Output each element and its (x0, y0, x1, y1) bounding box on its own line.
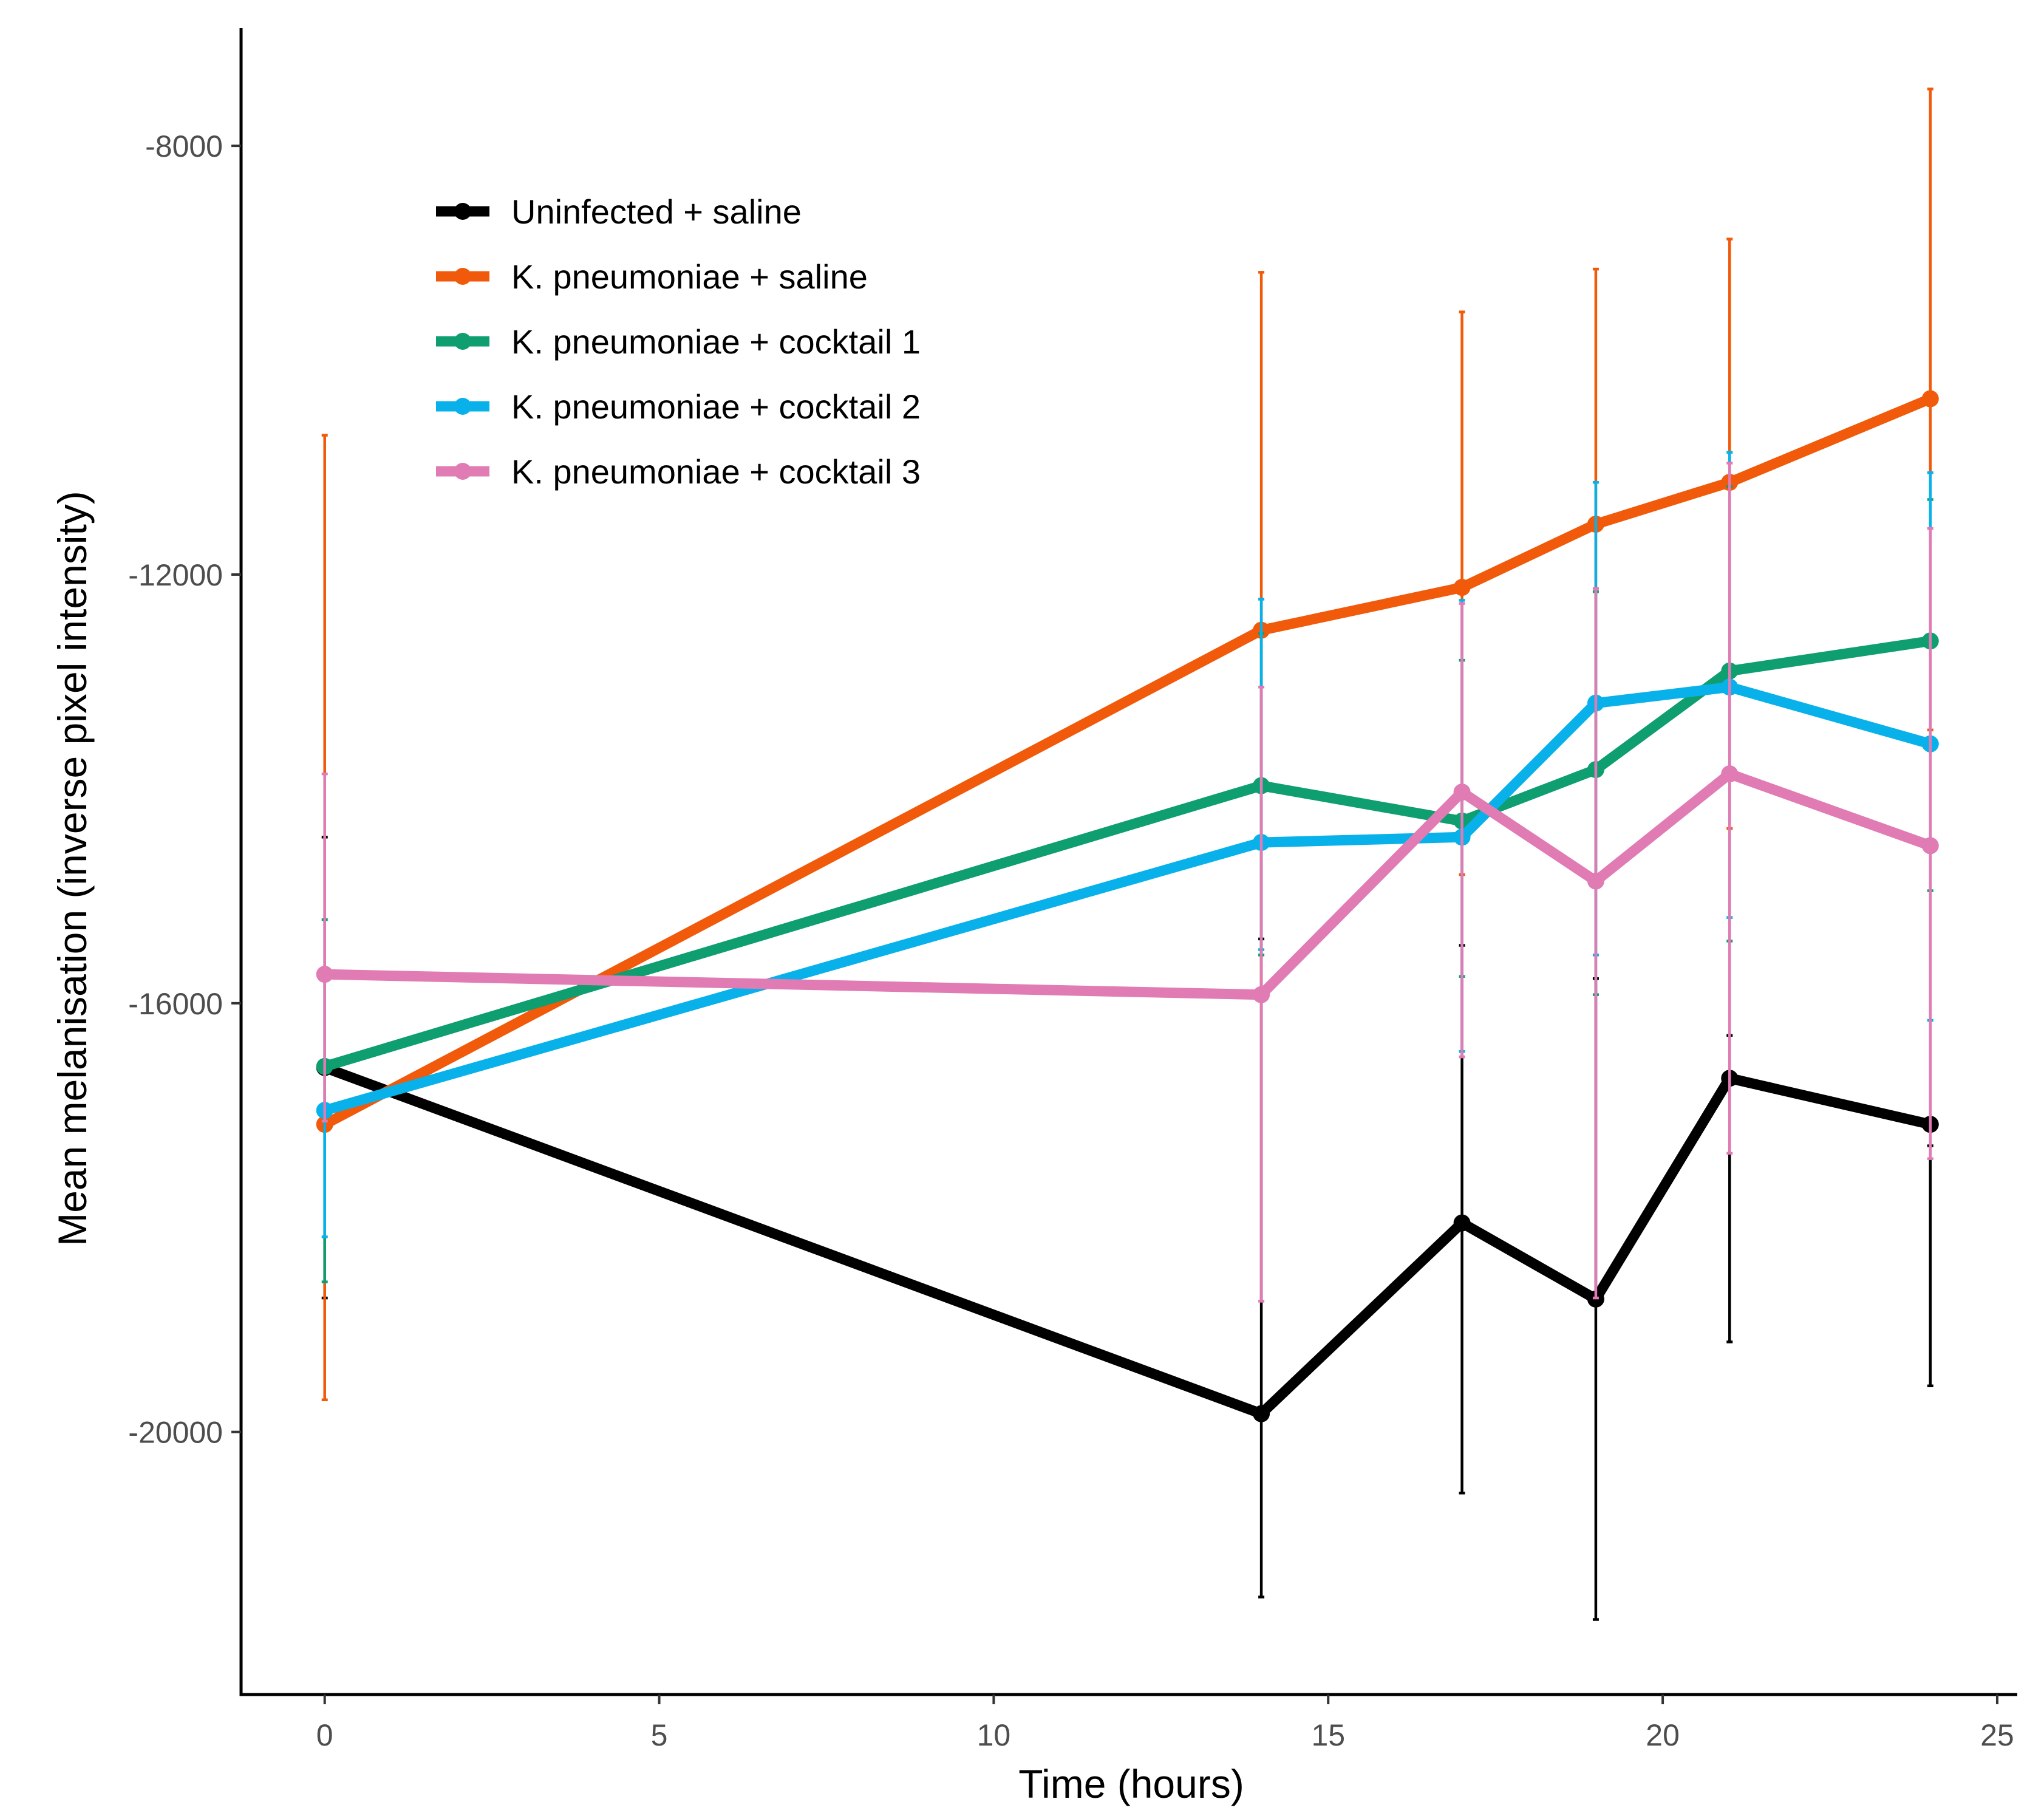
legend-item: Uninfected + saline (436, 193, 802, 231)
data-point (1253, 1405, 1270, 1422)
legend-label: K. pneumoniae + cocktail 1 (511, 323, 921, 361)
legend-item: K. pneumoniae + cocktail 2 (436, 387, 921, 426)
data-point (1921, 390, 1939, 408)
legend-key-point (454, 463, 471, 480)
data-point (1453, 783, 1471, 801)
series-line (322, 394, 1933, 1129)
y-tick-label: -20000 (128, 1416, 223, 1450)
data-point (1253, 986, 1270, 1003)
data-point (1587, 872, 1604, 890)
y-axis-label: Mean melanisation (inverse pixel intensi… (50, 491, 95, 1246)
x-tick-label: 25 (1980, 1718, 2014, 1752)
legend-item: K. pneumoniae + cocktail 3 (436, 452, 921, 491)
legend-label: K. pneumoniae + saline (511, 258, 868, 296)
y-tick-label: -16000 (128, 987, 223, 1021)
legend-label: K. pneumoniae + cocktail 2 (511, 387, 921, 426)
legend: Uninfected + saline K. pneumoniae + salin… (436, 193, 921, 491)
legend-item: K. pneumoniae + cocktail 1 (436, 323, 921, 361)
x-tick-label: 0 (316, 1718, 333, 1752)
data-point (1453, 1214, 1471, 1232)
x-axis-label: Time (hours) (1018, 1761, 1244, 1806)
series-line (324, 768, 1932, 1000)
x-axis-ticks: 0 5 10 15 20 25 (316, 1695, 2014, 1752)
x-tick-label: 15 (1311, 1718, 1345, 1752)
data-point (316, 966, 333, 983)
series-line (322, 1062, 1932, 1419)
legend-key-point (454, 333, 471, 350)
series-uninfected-saline (316, 836, 1939, 1621)
legend-item: K. pneumoniae + saline (436, 258, 868, 296)
y-tick-label: -12000 (128, 558, 223, 592)
series-line (323, 681, 1932, 1116)
y-axis-ticks: -20000 -16000 -12000 -8000 (128, 129, 241, 1450)
legend-label: Uninfected + saline (511, 193, 802, 231)
data-point (1721, 765, 1739, 783)
x-tick-label: 5 (651, 1718, 668, 1752)
x-tick-label: 10 (977, 1718, 1011, 1752)
series-k-pneumoniae-cocktail-3 (316, 462, 1939, 1303)
legend-key-point (454, 203, 471, 220)
series-k-pneumoniae-cocktail-2 (316, 451, 1939, 1238)
x-tick-label: 20 (1646, 1718, 1680, 1752)
data-point (1453, 579, 1471, 596)
series-line (323, 635, 1932, 1072)
legend-label: K. pneumoniae + cocktail 3 (511, 452, 921, 491)
y-tick-label: -8000 (145, 129, 223, 163)
legend-key-point (454, 268, 471, 285)
plot-area (316, 87, 1939, 1621)
legend-key-point (454, 398, 471, 415)
data-point (1921, 837, 1939, 855)
